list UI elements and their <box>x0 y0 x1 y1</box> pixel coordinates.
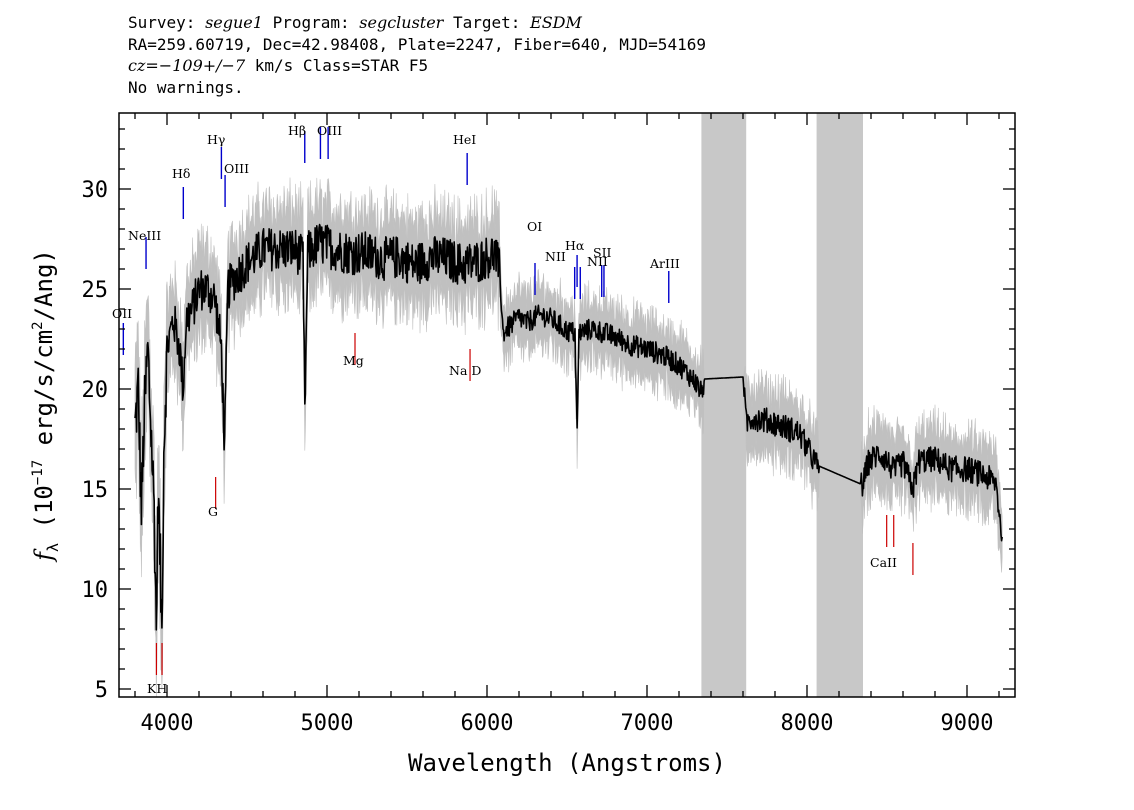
masked-band-1 <box>816 113 863 697</box>
label-ariii: ArIII <box>649 256 680 271</box>
x-axis-title: Wavelength (Angstroms) <box>408 749 726 777</box>
flux-series-line <box>134 223 1003 631</box>
y-axis-exp2: 2 <box>30 321 46 329</box>
label-hbeta: Hβ <box>288 123 306 138</box>
axis-ticks <box>119 113 1015 697</box>
flux-error-band <box>134 177 1003 697</box>
x-tick-label-4000: 4000 <box>141 711 194 736</box>
error-band <box>134 177 1003 697</box>
label-g: G <box>208 504 218 519</box>
program-label: Program: <box>262 13 360 32</box>
label-nii-6583: NII <box>587 254 608 269</box>
axis-tick-labels: 4000 5000 6000 7000 8000 9000 5 10 15 20 25 30 <box>82 178 994 736</box>
x-tick-label-8000: 8000 <box>781 711 834 736</box>
x-tick-label-7000: 7000 <box>621 711 674 736</box>
label-sii: SII <box>593 245 612 260</box>
y-tick-label-30: 30 <box>82 178 109 203</box>
y-tick-label-20: 20 <box>82 378 109 403</box>
survey-value: segue1 <box>205 13 263 32</box>
x-tick-label-9000: 9000 <box>941 711 994 736</box>
y-tick-label-10: 10 <box>82 578 109 603</box>
label-oi: OI <box>527 219 542 234</box>
y-axis-part3: /Ang) <box>30 249 58 321</box>
x-tick-label-5000: 5000 <box>301 711 354 736</box>
y-axis-part1: (10 <box>30 485 58 543</box>
y-tick-label-5: 5 <box>95 678 108 703</box>
label-kh: KH <box>147 681 167 696</box>
label-mg: Mg <box>343 353 364 368</box>
survey-label: Survey: <box>128 13 206 32</box>
redshift-line: cz=−109+/−7 km/s Class=STAR F5 <box>128 55 706 77</box>
warnings-line: No warnings. <box>128 77 244 97</box>
spectral-line-markers <box>122 127 914 675</box>
label-nii-6548: NII <box>545 249 566 264</box>
coordinates-line: RA=259.60719, Dec=42.98408, Plate=2247, … <box>128 34 706 54</box>
spectrum-header: Survey: segue1 Program: segcluster Targe… <box>128 12 706 98</box>
label-caii: CaII <box>870 555 897 570</box>
y-tick-label-15: 15 <box>82 478 109 503</box>
target-value: ESDM <box>530 13 582 32</box>
label-halpha: Hα <box>565 238 585 253</box>
y-tick-label-25: 25 <box>82 278 109 303</box>
label-hdelta: Hδ <box>172 166 190 181</box>
label-na-d: Na D <box>449 363 481 378</box>
label-hei: HeI <box>453 132 476 147</box>
x-tick-label-6000: 6000 <box>461 711 514 736</box>
label-oiii-4363: OIII <box>224 161 249 176</box>
class-text: km/s Class=STAR F5 <box>245 56 429 75</box>
flux-line-group <box>134 223 1003 631</box>
label-hgamma: Hγ <box>207 132 225 147</box>
y-axis-lambda: λ <box>44 543 62 552</box>
spectral-line-labels: OII NeIII Hδ Hγ OIII Hβ OIII HeI OI NII … <box>112 123 897 696</box>
masked-bands <box>701 113 863 697</box>
survey-line: Survey: segue1 Program: segcluster Targe… <box>128 12 706 34</box>
y-axis-title: fλ (10−17 erg/s/cm2/Ang) <box>30 249 62 563</box>
label-neiii: NeIII <box>128 228 161 243</box>
label-oiii-5007: OIII <box>317 123 342 138</box>
y-axis-exp: −17 <box>30 460 46 485</box>
plot-frame <box>118 112 1016 698</box>
target-label: Target: <box>443 13 531 32</box>
y-axis-part2: erg/s/cm <box>30 330 58 460</box>
program-value: segcluster <box>359 13 444 32</box>
cz-value: cz=−109+/−7 <box>128 56 246 75</box>
masked-band-0 <box>701 113 747 697</box>
label-oii: OII <box>112 306 132 321</box>
